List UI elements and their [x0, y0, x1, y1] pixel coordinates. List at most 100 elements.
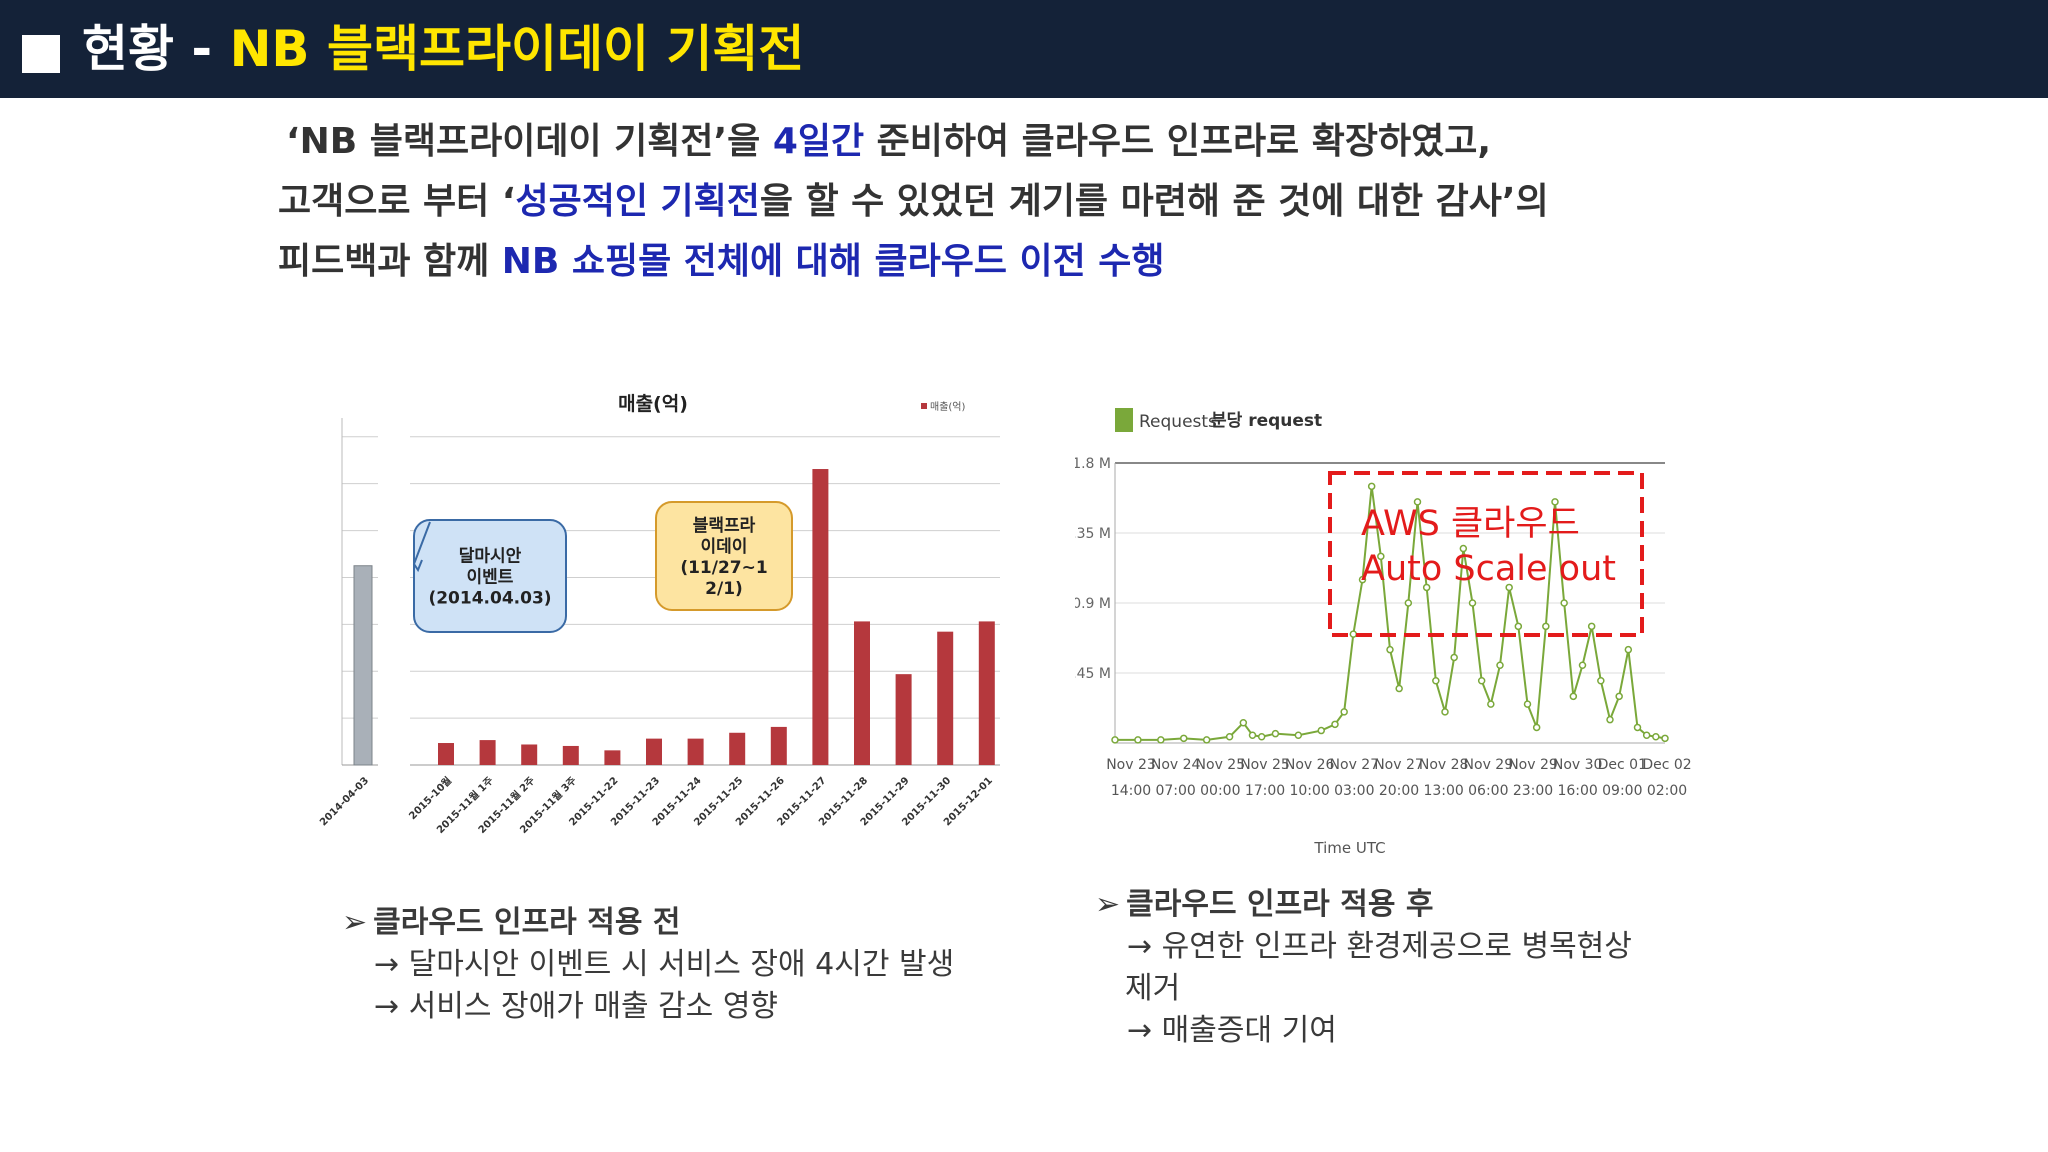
requests-point	[1386, 645, 1394, 654]
x-tick-label: 03:00	[1334, 783, 1374, 799]
before-cloud-notes: ➢ 클라우드 인프라 적용 전 → 달마시안 이벤트 시 서비스 장애 4시간 발…	[342, 902, 954, 1028]
x-tick-label: Nov 30	[1553, 757, 1603, 773]
before-heading: ➢ 클라우드 인프라 적용 전	[342, 902, 954, 944]
requests-point	[1606, 715, 1614, 724]
bar-2015-11월 3주	[562, 745, 579, 765]
bar-2014-04-03	[353, 565, 373, 766]
legend-label: Requests	[1139, 412, 1217, 432]
requests-point	[1271, 729, 1280, 738]
bar-2015-11-24	[687, 738, 704, 765]
requests-point	[1395, 684, 1403, 693]
requests-point	[1523, 700, 1532, 708]
requests-point	[1349, 630, 1358, 638]
title-bar: 현황 - NB 블랙프라이데이 기획전	[0, 0, 2048, 98]
summary-highlight: 4일간	[772, 121, 865, 162]
x-tick-label: 13:00	[1423, 783, 1463, 799]
requests-point	[1340, 708, 1348, 716]
x-tick-label: Nov 29	[1464, 757, 1514, 773]
requests-point	[1225, 733, 1234, 741]
requests-point	[1505, 583, 1513, 592]
requests-point	[1597, 677, 1605, 685]
after-item: 제거	[1125, 971, 1181, 1006]
bullet-arrow-icon: ➢	[342, 905, 368, 940]
summary-segment: 준비하여 클라우드 인프라로 확장하였고,	[864, 121, 1491, 162]
summary-line-3: 피드백과 함께 NB 쇼핑몰 전체에 대해 클라우드 이전 수행	[278, 232, 1778, 292]
x-tick-label: Nov 24	[1151, 757, 1201, 773]
x-tick-label: 16:00	[1557, 783, 1597, 799]
chart-title: 매출(억)	[618, 393, 688, 415]
x-tick-label: 06:00	[1468, 783, 1508, 799]
x-tick-label: 02:00	[1647, 783, 1687, 799]
summary-line-2: 고객으로 부터 ‘성공적인 기획전을 할 수 있었던 계기를 마련해 준 것에 …	[278, 172, 1778, 232]
requests-point	[1578, 661, 1587, 669]
title-square-icon	[22, 35, 60, 73]
bar-2015-10월	[438, 743, 454, 765]
summary-segment: 고객으로 부터 ‘	[278, 181, 516, 222]
requests-point	[1633, 723, 1642, 732]
requests-point	[1652, 733, 1660, 741]
x-tick-label: Nov 25	[1240, 757, 1290, 773]
page-title: 현황 - NB 블랙프라이데이 기획전	[82, 18, 804, 80]
requests-point	[1514, 622, 1523, 631]
legend-label: 매출(억)	[930, 401, 966, 413]
x-tick-label: 2014-04-03	[318, 775, 371, 828]
requests-point	[1615, 692, 1623, 701]
bar-2015-11-27	[812, 469, 829, 765]
legend-swatch	[1115, 408, 1133, 432]
summary-highlight: 성공적인 기획전	[515, 181, 760, 222]
summary-segment: 피드백과 함께	[278, 241, 502, 282]
x-tick-label: 00:00	[1200, 783, 1240, 799]
bar-2015-11-29	[895, 674, 912, 765]
callout-box	[413, 519, 567, 633]
x-tick-label: 14:00	[1111, 783, 1151, 799]
requests-point	[1560, 599, 1568, 607]
x-tick-label: 23:00	[1513, 783, 1553, 799]
summary-highlight: NB 쇼핑몰 전체에 대해 클라우드 이전 수행	[501, 241, 1165, 282]
requests-point	[1487, 700, 1495, 708]
y-tick-label: 1.8 M	[1075, 456, 1111, 472]
requests-point	[1111, 736, 1119, 744]
bar-2015-11-30	[937, 631, 954, 765]
after-item: → 유연한 인프라 환경제공으로 병목현상	[1127, 929, 1632, 964]
requests-point	[1157, 736, 1165, 744]
requests-point	[1239, 719, 1248, 727]
callout-line: 이벤트	[467, 568, 514, 588]
requests-point	[1422, 583, 1431, 592]
requests-point	[1180, 734, 1188, 743]
requests-point	[1257, 733, 1266, 741]
y-tick-label: 0.9 M	[1075, 596, 1111, 612]
requests-point	[1441, 708, 1449, 716]
callout-bubble: 블랙프라이데이(11/27~12/1)	[655, 501, 793, 611]
summary-segment: 을 할 수 있었던 계기를 마련해 준 것에 대한 감사’의	[759, 181, 1549, 222]
requests-point	[1551, 498, 1559, 506]
chart-title: 분당 request	[1211, 411, 1322, 431]
bar-2015-11-23	[646, 738, 662, 765]
callout-line: 블랙프라	[693, 516, 756, 536]
x-tick-label: Nov 29	[1508, 757, 1558, 773]
y-tick-label: 1.35 M	[1075, 526, 1111, 542]
y-tick-label: 0.45 M	[1075, 666, 1111, 682]
summary-segment: ‘NB 블랙프라이데이 기획전’을	[286, 121, 773, 162]
x-tick-label: Nov 23	[1106, 757, 1156, 773]
requests-point	[1404, 599, 1413, 607]
requests-point	[1477, 677, 1486, 685]
x-tick-label: Dec 02	[1642, 757, 1691, 773]
x-tick-label: 20:00	[1379, 783, 1419, 799]
after-cloud-notes: ➢ 클라우드 인프라 적용 후 → 유연한 인프라 환경제공으로 병목현상 제거 …	[1095, 884, 1632, 1052]
x-tick-label: 07:00	[1155, 783, 1195, 799]
callout-tail	[412, 521, 431, 573]
callout-box	[655, 501, 793, 611]
before-item: → 달마시안 이벤트 시 서비스 장애 4시간 발생	[374, 947, 955, 982]
requests-point	[1377, 552, 1385, 561]
requests-point	[1459, 544, 1468, 553]
requests-point	[1661, 734, 1669, 743]
requests-point	[1450, 653, 1458, 662]
x-tick-label: Nov 25	[1196, 757, 1246, 773]
requests-point	[1134, 736, 1142, 744]
title-prefix: 현황 -	[82, 20, 230, 78]
callout-line: 달마시안	[459, 546, 522, 567]
title-main: NB 블랙프라이데이 기획전	[229, 20, 805, 78]
